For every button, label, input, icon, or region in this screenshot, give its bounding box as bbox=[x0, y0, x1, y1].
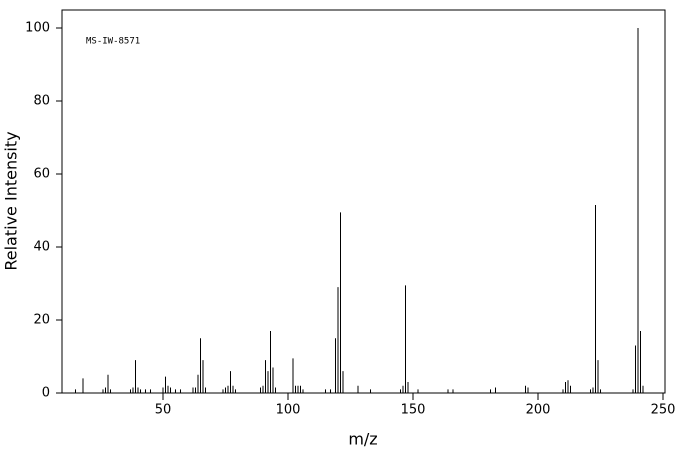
y-tick-label: 60 bbox=[33, 167, 50, 182]
x-tick-label: 250 bbox=[651, 403, 676, 418]
x-tick-label: 50 bbox=[155, 403, 172, 418]
y-tick-label: 20 bbox=[33, 313, 50, 328]
plot-frame bbox=[61, 9, 666, 394]
y-tick-label: 0 bbox=[42, 386, 50, 401]
y-axis-title: Relative Intensity bbox=[2, 131, 21, 270]
y-tick-label: 40 bbox=[33, 240, 50, 255]
x-tick-label: 150 bbox=[401, 403, 426, 418]
x-axis-title: m/z bbox=[348, 430, 377, 449]
y-tick-label: 80 bbox=[33, 94, 50, 109]
y-tick-label: 100 bbox=[25, 21, 50, 36]
annotation: MS-IW-8571 bbox=[86, 37, 140, 47]
x-tick-label: 100 bbox=[276, 403, 301, 418]
x-tick-label: 200 bbox=[526, 403, 551, 418]
